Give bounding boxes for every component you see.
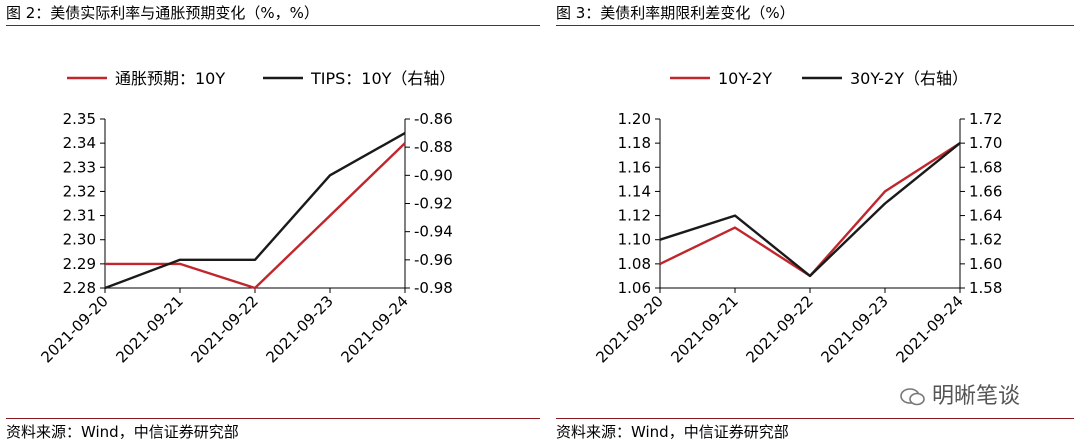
c2-left-tick-label: 1.08 [618, 255, 651, 273]
watermark: 明晰笔谈 [900, 382, 1020, 412]
source-left: 资料来源：Wind，中信证券研究部 [6, 418, 540, 444]
chart-right: 1.20 1.18 1.16 1.14 1.12 1.10 1.08 1.06 1.72 1.70… [0, 30, 1080, 415]
c2-right-tick-label: 1.68 [969, 158, 1002, 176]
watermark-text: 明晰笔谈 [932, 384, 1020, 409]
c2-left-tick-label: 1.12 [618, 207, 651, 225]
c2-x-tick-label: 2021-09-22 [742, 292, 816, 366]
chart-title-left: 图 2：美债实际利率与通胀预期变化（%，%） [6, 0, 540, 26]
c2-x-tick-label: 2021-09-21 [667, 292, 741, 366]
c2-right-tick-label: 1.70 [969, 134, 1002, 152]
c2-left-tick-label: 1.14 [618, 182, 651, 200]
c2-right-tick-label: 1.66 [969, 182, 1002, 200]
c2-x-tick-label: 2021-09-24 [892, 292, 966, 366]
wechat-icon [900, 387, 926, 407]
c2-legend-label-2: 30Y-2Y（右轴） [850, 69, 968, 88]
c2-x-tick-label: 2021-09-20 [592, 292, 666, 366]
c2-right-tick-label: 1.72 [969, 110, 1002, 128]
c2-legend-label-1: 10Y-2Y [718, 69, 772, 88]
c2-left-tick-label: 1.16 [618, 158, 651, 176]
c2-right-tick-label: 1.62 [969, 231, 1002, 249]
c2-left-tick-label: 1.06 [618, 279, 651, 297]
chart-title-right: 图 3：美债利率期限利差变化（%） [556, 0, 1074, 26]
c2-series-line-1 [660, 143, 960, 276]
c2-left-tick-label: 1.18 [618, 134, 651, 152]
c2-x-tick-label: 2021-09-23 [817, 292, 891, 366]
source-right: 资料来源：Wind，中信证券研究部 [556, 418, 1074, 444]
c2-left-tick-label: 1.10 [618, 231, 651, 249]
c2-right-tick-label: 1.60 [969, 255, 1002, 273]
c2-right-tick-label: 1.58 [969, 279, 1002, 297]
c2-left-tick-label: 1.20 [618, 110, 651, 128]
c2-series-line-2 [660, 143, 960, 276]
c2-right-tick-label: 1.64 [969, 207, 1002, 225]
